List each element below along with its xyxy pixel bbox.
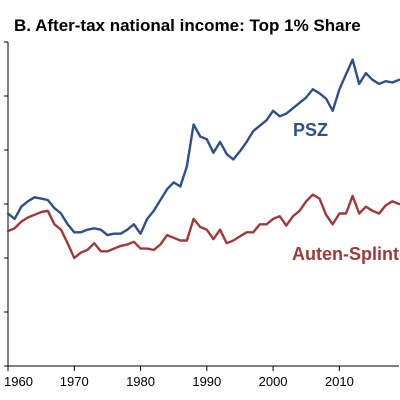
series-label-auten-splinter: Auten-Splinter bbox=[292, 244, 400, 264]
x-tick-label: 1970 bbox=[60, 374, 89, 389]
chart-series-labels: PSZ Auten-Splinter bbox=[292, 120, 400, 264]
chart-axes: 1960 1970 1980 1990 2000 2010 bbox=[4, 41, 399, 389]
chart-series bbox=[6, 58, 400, 260]
series-line-auten-splinter bbox=[6, 193, 400, 260]
x-tick-label: 1980 bbox=[126, 374, 155, 389]
series-label-psz: PSZ bbox=[293, 120, 328, 140]
x-tick-label: 2010 bbox=[325, 374, 354, 389]
x-tick-label: 1960 bbox=[4, 374, 33, 389]
chart-title: B. After-tax national income: Top 1% Sha… bbox=[14, 16, 361, 35]
x-tick-label: 2000 bbox=[259, 374, 288, 389]
x-tick-label: 1990 bbox=[192, 374, 221, 389]
series-line-psz bbox=[6, 58, 400, 237]
